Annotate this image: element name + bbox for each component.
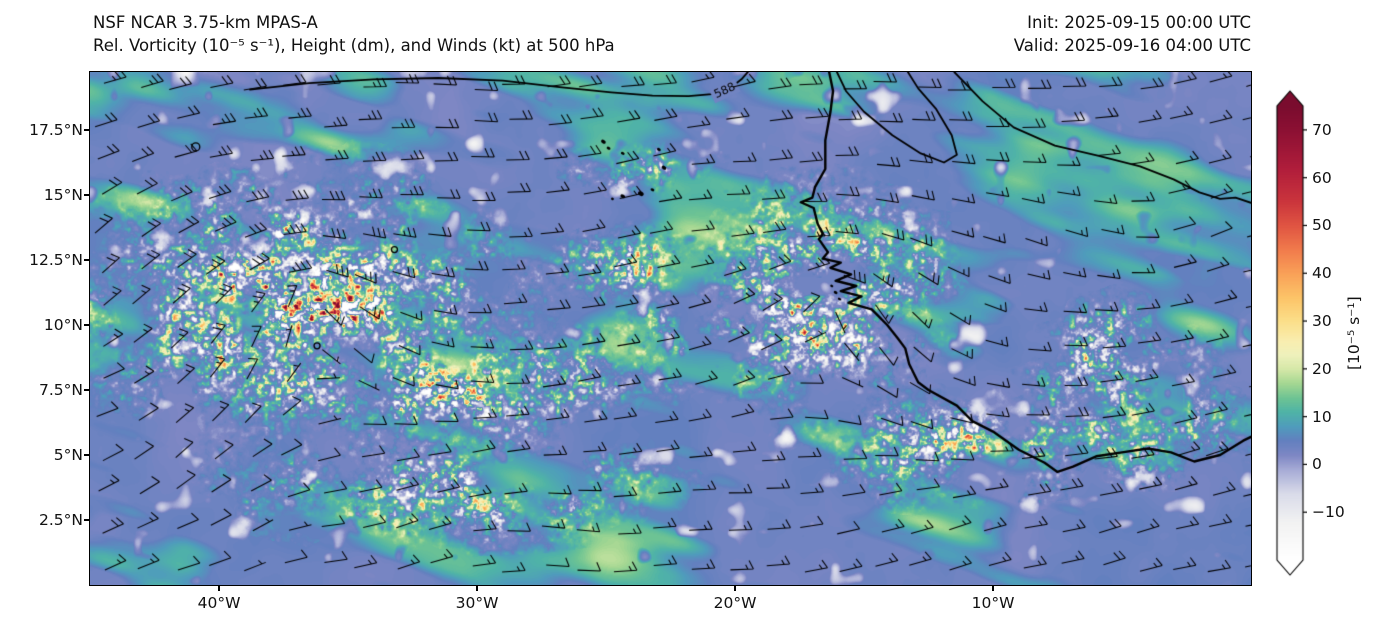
x-axis-tick-mark	[734, 586, 736, 591]
x-axis-tick-label: 40°W	[197, 594, 241, 612]
map-plot-area	[89, 71, 1252, 586]
y-axis-tick-label: 5°N	[53, 445, 83, 464]
colorbar-tick-label: 50	[1312, 216, 1332, 235]
y-axis-tick-label: 2.5°N	[39, 510, 83, 529]
init-time-label: Init: 2025-09-15 00:00 UTC	[1027, 13, 1251, 32]
colorbar-tick-label: 60	[1312, 168, 1332, 187]
title-block: NSF NCAR 3.75-km MPAS-A Rel. Vorticity (…	[93, 11, 615, 57]
y-axis-tick-label: 12.5°N	[29, 250, 83, 269]
colorbar-tick-label: 70	[1312, 120, 1332, 139]
valid-time-label: Valid: 2025-09-16 04:00 UTC	[1013, 36, 1251, 55]
x-axis-tick-mark	[476, 586, 478, 591]
map-canvas	[90, 72, 1251, 585]
model-title: NSF NCAR 3.75-km MPAS-A	[93, 13, 318, 32]
colorbar-tick-label: −10	[1312, 503, 1345, 522]
y-axis-tick-label: 10°N	[43, 315, 83, 334]
x-axis-tick-label: 10°W	[971, 594, 1015, 612]
colorbar-unit-label: [10⁻⁵ s⁻¹]	[1345, 296, 1363, 370]
x-axis-tick-mark	[218, 586, 220, 591]
y-axis-tick-label: 7.5°N	[39, 380, 83, 399]
colorbar-tick-label: 0	[1312, 455, 1322, 474]
x-axis-tick-mark	[992, 586, 994, 591]
y-axis-tick-label: 17.5°N	[29, 120, 83, 139]
colorbar	[1274, 89, 1307, 581]
field-title: Rel. Vorticity (10⁻⁵ s⁻¹), Height (dm), …	[93, 36, 615, 55]
time-block: Init: 2025-09-15 00:00 UTC Valid: 2025-0…	[1014, 11, 1251, 57]
x-axis-tick-label: 30°W	[455, 594, 499, 612]
y-axis-tick-label: 15°N	[43, 185, 83, 204]
x-axis-tick-label: 20°W	[713, 594, 757, 612]
